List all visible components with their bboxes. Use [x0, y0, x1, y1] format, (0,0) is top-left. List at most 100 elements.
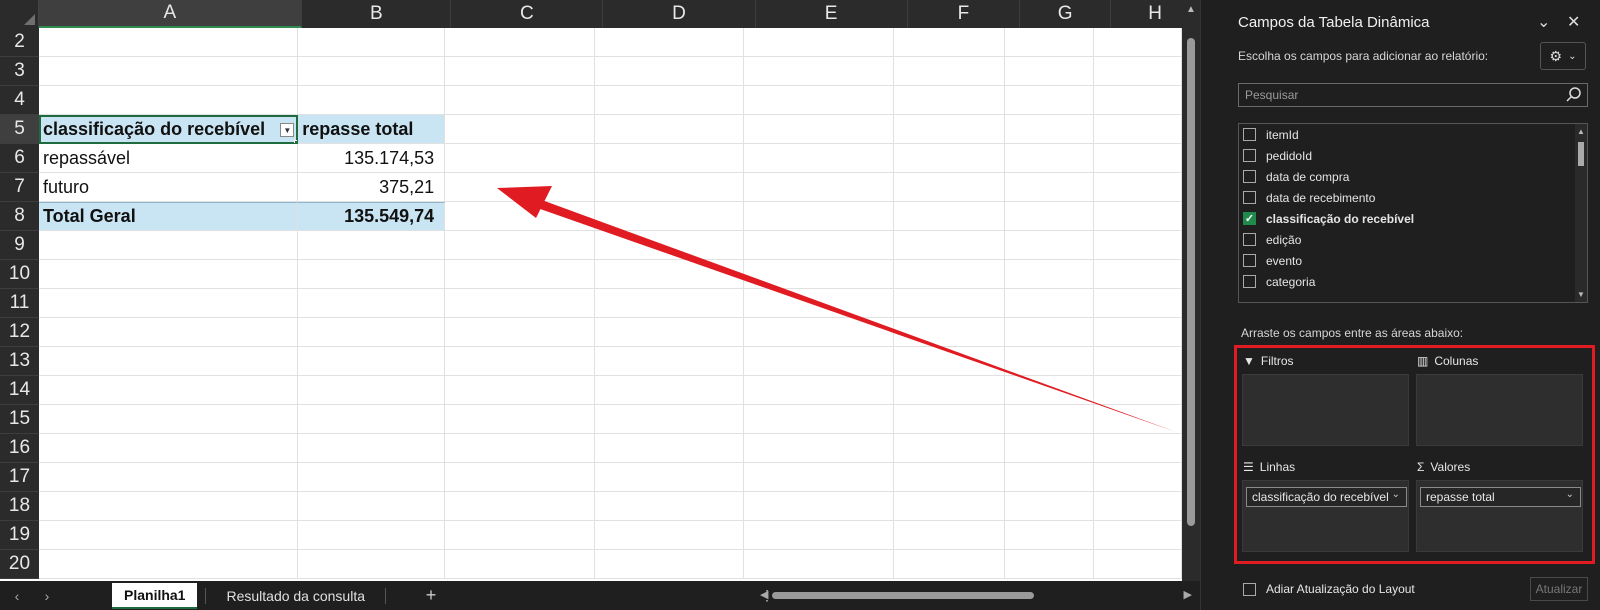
row-header[interactable]: 18 — [0, 492, 39, 521]
row-header[interactable]: 14 — [0, 376, 39, 405]
column-header-b[interactable]: B — [302, 0, 452, 28]
empty-cell[interactable] — [744, 492, 895, 521]
fill-handle[interactable] — [294, 140, 298, 143]
empty-cell[interactable] — [1004, 173, 1095, 202]
empty-cell[interactable] — [894, 144, 1005, 173]
field-checkbox[interactable] — [1243, 128, 1256, 141]
empty-cell[interactable] — [1094, 492, 1182, 521]
field-list-scroll-thumb[interactable] — [1578, 142, 1584, 166]
prev-sheet-icon[interactable]: ‹ — [14, 587, 20, 604]
empty-cell[interactable] — [39, 86, 299, 115]
empty-cell[interactable] — [1004, 521, 1095, 550]
row-header[interactable]: 6 — [0, 144, 39, 173]
pivot-value-cell[interactable]: 135.174,53 — [298, 144, 446, 173]
pivot-row-label-cell[interactable]: repassável — [39, 144, 299, 173]
sheet-tab-planilha1[interactable]: Planilha1 — [112, 582, 198, 609]
empty-cell[interactable] — [298, 434, 446, 463]
plus-icon[interactable]: + — [425, 585, 437, 605]
empty-cell[interactable] — [594, 347, 745, 376]
empty-cell[interactable] — [298, 347, 446, 376]
empty-cell[interactable] — [894, 376, 1005, 405]
empty-cell[interactable] — [894, 521, 1005, 550]
column-header-f[interactable]: F — [908, 0, 1021, 28]
empty-cell[interactable] — [1004, 260, 1095, 289]
field-item-evento[interactable]: evento — [1239, 250, 1587, 271]
empty-cell[interactable] — [1094, 57, 1182, 86]
row-header[interactable]: 10 — [0, 260, 39, 289]
empty-cell[interactable] — [744, 434, 895, 463]
empty-cell[interactable] — [744, 289, 895, 318]
field-item-itemid[interactable]: itemId — [1239, 124, 1587, 145]
empty-cell[interactable] — [1004, 347, 1095, 376]
row-header[interactable]: 9 — [0, 231, 39, 260]
empty-cell[interactable] — [445, 405, 595, 434]
empty-cell[interactable] — [894, 405, 1005, 434]
row-header[interactable]: 17 — [0, 463, 39, 492]
empty-cell[interactable] — [1004, 405, 1095, 434]
row-header[interactable]: 19 — [0, 521, 39, 550]
empty-cell[interactable] — [39, 347, 299, 376]
field-item-edicao[interactable]: edição — [1239, 229, 1587, 250]
close-icon[interactable]: ✕ — [1567, 14, 1581, 31]
field-checkbox[interactable] — [1243, 233, 1256, 246]
empty-cell[interactable] — [298, 376, 446, 405]
empty-cell[interactable] — [298, 260, 446, 289]
rows-field-dropdown[interactable]: classificação do recebível ⌄ — [1246, 487, 1407, 507]
empty-cell[interactable] — [39, 521, 299, 550]
empty-cell[interactable] — [445, 144, 595, 173]
empty-cell[interactable] — [445, 202, 595, 231]
empty-cell[interactable] — [594, 434, 745, 463]
empty-cell[interactable] — [445, 289, 595, 318]
empty-cell[interactable] — [39, 231, 299, 260]
scroll-up-icon[interactable]: ▲ — [1186, 4, 1196, 15]
empty-cell[interactable] — [894, 463, 1005, 492]
filters-area[interactable]: ▼ Filtros — [1239, 350, 1410, 450]
empty-cell[interactable] — [445, 550, 595, 579]
empty-cell[interactable] — [744, 347, 895, 376]
empty-cell[interactable] — [445, 57, 595, 86]
empty-cell[interactable] — [1004, 376, 1095, 405]
column-header-a[interactable]: A — [38, 0, 303, 28]
empty-cell[interactable] — [1004, 434, 1095, 463]
columns-area[interactable]: ▥ Colunas — [1413, 350, 1584, 450]
empty-cell[interactable] — [298, 57, 446, 86]
empty-cell[interactable] — [445, 115, 595, 144]
more-options-icon[interactable]: ⋮ — [760, 587, 775, 603]
empty-cell[interactable] — [298, 86, 446, 115]
field-item-data-de-recebimento[interactable]: data de recebimento — [1239, 187, 1587, 208]
pivot-row-label-cell[interactable]: futuro — [39, 173, 299, 202]
empty-cell[interactable] — [744, 463, 895, 492]
empty-cell[interactable] — [594, 231, 745, 260]
empty-cell[interactable] — [594, 289, 745, 318]
empty-cell[interactable] — [1094, 318, 1182, 347]
empty-cell[interactable] — [1094, 521, 1182, 550]
select-all-corner[interactable] — [0, 0, 39, 28]
search-icon[interactable] — [1565, 86, 1583, 104]
empty-cell[interactable] — [744, 115, 895, 144]
empty-cell[interactable] — [39, 492, 299, 521]
search-input[interactable] — [1239, 84, 1557, 106]
empty-cell[interactable] — [894, 550, 1005, 579]
empty-cell[interactable] — [1004, 28, 1095, 57]
empty-cell[interactable] — [1094, 463, 1182, 492]
row-header[interactable]: 5 — [0, 115, 39, 144]
empty-cell[interactable] — [39, 550, 299, 579]
empty-cell[interactable] — [1094, 173, 1182, 202]
empty-cell[interactable] — [594, 260, 745, 289]
empty-cell[interactable] — [1094, 260, 1182, 289]
empty-cell[interactable] — [298, 28, 446, 57]
row-header[interactable]: 3 — [0, 57, 39, 86]
field-item-categoria[interactable]: categoria — [1239, 271, 1587, 292]
chevron-down-icon[interactable]: ⌄ — [1537, 14, 1551, 31]
empty-cell[interactable] — [1094, 202, 1182, 231]
horizontal-scroll-thumb[interactable] — [772, 592, 1034, 599]
empty-cell[interactable] — [1094, 289, 1182, 318]
empty-cell[interactable] — [298, 492, 446, 521]
empty-cell[interactable] — [594, 521, 745, 550]
empty-cell[interactable] — [39, 318, 299, 347]
row-header[interactable]: 11 — [0, 289, 39, 318]
empty-cell[interactable] — [894, 115, 1005, 144]
empty-cell[interactable] — [1004, 57, 1095, 86]
empty-cell[interactable] — [744, 260, 895, 289]
empty-cell[interactable] — [1094, 115, 1182, 144]
